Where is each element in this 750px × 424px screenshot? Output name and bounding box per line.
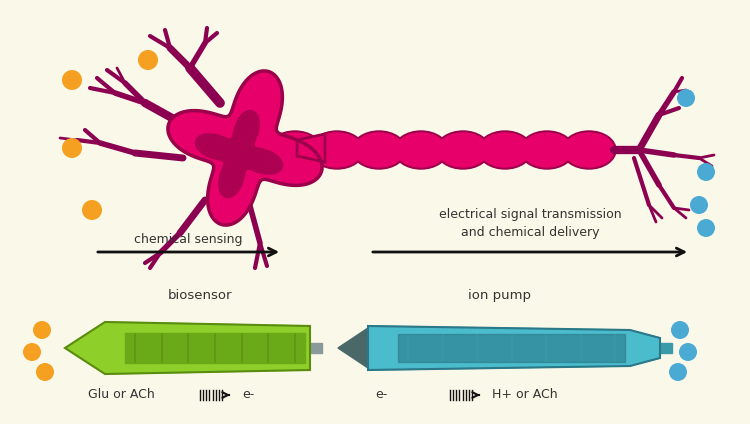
Bar (310, 343, 322, 353)
Circle shape (671, 321, 689, 339)
Text: Glu or ACh: Glu or ACh (88, 388, 154, 402)
Circle shape (669, 363, 687, 381)
Circle shape (690, 196, 708, 214)
Circle shape (62, 138, 82, 158)
Polygon shape (168, 71, 322, 225)
Text: ion pump: ion pump (469, 289, 532, 302)
Ellipse shape (268, 131, 322, 169)
Circle shape (138, 50, 158, 70)
Ellipse shape (352, 131, 406, 169)
Text: H+ or ACh: H+ or ACh (492, 388, 557, 402)
Ellipse shape (478, 131, 532, 169)
Polygon shape (368, 326, 660, 370)
Circle shape (677, 89, 695, 107)
Ellipse shape (562, 131, 616, 169)
Circle shape (82, 200, 102, 220)
Text: e-: e- (242, 388, 254, 402)
Ellipse shape (436, 131, 490, 169)
Text: electrical signal transmission
and chemical delivery: electrical signal transmission and chemi… (439, 208, 621, 239)
Circle shape (697, 163, 715, 181)
Circle shape (679, 343, 697, 361)
Ellipse shape (564, 133, 614, 167)
Ellipse shape (522, 133, 572, 167)
Text: chemical sensing: chemical sensing (134, 233, 242, 246)
Ellipse shape (520, 131, 574, 169)
Bar (660, 343, 672, 353)
Circle shape (33, 321, 51, 339)
Circle shape (62, 70, 82, 90)
Polygon shape (398, 334, 625, 362)
Polygon shape (195, 110, 284, 198)
Polygon shape (125, 333, 305, 363)
Ellipse shape (480, 133, 530, 167)
Circle shape (697, 219, 715, 237)
Ellipse shape (394, 131, 448, 169)
Polygon shape (338, 328, 368, 368)
Ellipse shape (312, 133, 362, 167)
Circle shape (23, 343, 41, 361)
Text: e-: e- (375, 388, 387, 402)
Text: biosensor: biosensor (168, 289, 232, 302)
Polygon shape (297, 134, 325, 162)
Ellipse shape (438, 133, 488, 167)
Polygon shape (65, 322, 310, 374)
Ellipse shape (354, 133, 404, 167)
Ellipse shape (270, 133, 320, 167)
Circle shape (36, 363, 54, 381)
Ellipse shape (396, 133, 446, 167)
Ellipse shape (310, 131, 364, 169)
